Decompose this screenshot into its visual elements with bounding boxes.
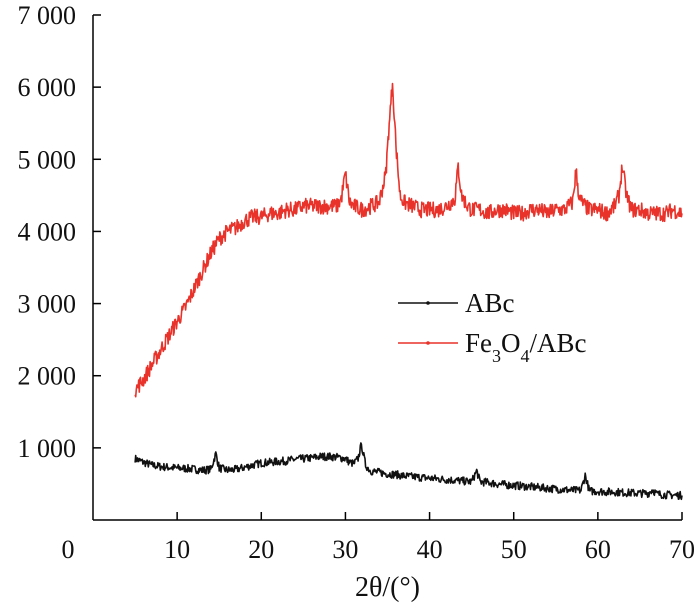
x-tick-label: 60 <box>585 535 611 564</box>
legend: ABc Fe3O4/ABc <box>398 288 587 366</box>
y-tick-label: 1 000 <box>18 434 77 463</box>
y-tick-label: 7 000 <box>18 1 77 30</box>
x-tick-label: 50 <box>501 535 527 564</box>
x-tick-label: 70 <box>669 535 695 564</box>
legend-label: Fe3O4/ABc <box>465 328 587 366</box>
x-tick-label: 10 <box>164 535 190 564</box>
y-tick-label: 6 000 <box>18 73 77 102</box>
y-ticks: 1 000 2 000 3 000 4 000 5 000 6 000 7 000 0 <box>18 1 101 564</box>
series-line-fe3o4-abc <box>134 82 683 398</box>
legend-label: ABc <box>465 288 515 318</box>
origin-tick-label: 0 <box>62 535 75 564</box>
x-tick-label: 20 <box>248 535 274 564</box>
legend-marker <box>426 301 430 305</box>
axes <box>92 15 682 521</box>
y-tick-label: 4 000 <box>18 217 77 246</box>
x-tick-label: 30 <box>332 535 358 564</box>
series-line-abc <box>134 442 683 501</box>
y-tick-label: 5 000 <box>18 145 77 174</box>
x-ticks: 10 20 30 40 50 60 70 <box>164 512 695 564</box>
legend-marker <box>426 341 430 345</box>
series-layer <box>134 82 683 501</box>
x-tick-label: 40 <box>417 535 443 564</box>
y-tick-label: 2 000 <box>18 362 77 391</box>
y-tick-label: 3 000 <box>18 290 77 319</box>
x-axis-label: 2θ/(°) <box>355 572 420 603</box>
